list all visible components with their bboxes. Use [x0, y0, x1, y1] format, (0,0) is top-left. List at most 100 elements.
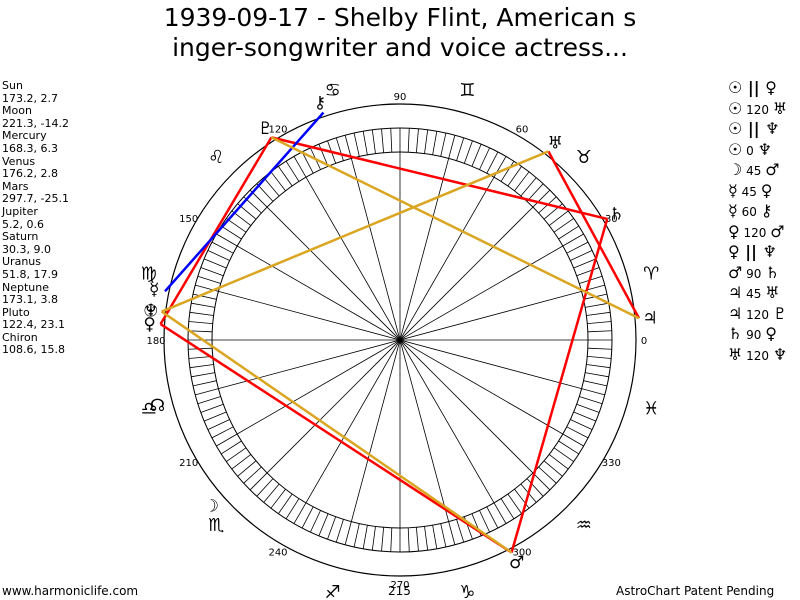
degree-tick [548, 210, 569, 226]
zodiac-sign-icon: ♊ [459, 80, 475, 101]
aspect-planet2-icon: ⚷ [760, 201, 773, 220]
degree-tick [424, 129, 429, 154]
aspect-line [161, 150, 549, 313]
degree-tick [231, 454, 252, 470]
aspect-line [510, 218, 609, 553]
degree-tick [188, 321, 213, 325]
planet-coords: 108.6, 15.8 [2, 343, 65, 357]
degree-tick [573, 258, 597, 269]
degree-tick [500, 498, 515, 520]
degree-tick [581, 388, 605, 396]
degree-tick [500, 160, 515, 182]
aspect-planet1-icon: ♄ [728, 324, 743, 343]
planet-name: Moon [2, 104, 32, 118]
aspect-planet1-icon: ♀ [728, 221, 740, 241]
degree-tick [507, 166, 522, 187]
degree-tick [192, 380, 217, 387]
degree-tick [318, 513, 329, 537]
aspect-type: 120 [742, 307, 773, 322]
aspect-row: ☉ 120 ♅ [728, 99, 787, 120]
aspect-planet1-icon: ♀ [728, 242, 740, 261]
degree-tick [197, 396, 221, 405]
outer-circle [163, 103, 637, 577]
aspect-planet2-icon: ♇ [772, 303, 788, 323]
aspect-planet1-icon: ♃ [728, 283, 743, 302]
degree-tick [587, 355, 612, 359]
degree-tick [203, 258, 227, 269]
planet-name: Chiron [2, 330, 38, 344]
degree-tick [583, 380, 608, 387]
aspect-planet2-icon: ♀ [765, 78, 777, 97]
degree-tick [335, 519, 344, 543]
degree-tick [381, 128, 385, 153]
venus-icon: ♀ [143, 314, 155, 334]
degree-tick [576, 403, 600, 413]
planet-coords: 5.2, 0.6 [2, 217, 44, 231]
degree-label: 240 [268, 547, 287, 558]
degree-tick [353, 523, 360, 548]
chart-title-line2: inger-songwriter and voice actress... [172, 33, 628, 62]
zodiac-sign-icon: ♉ [576, 147, 592, 168]
degree-tick [415, 527, 419, 552]
degree-tick [371, 129, 376, 154]
degree-tick [407, 527, 410, 552]
planet-coords: 30.3, 9.0 [2, 242, 51, 256]
uranus-icon: ♅ [548, 134, 563, 154]
aspect-type: 60 [737, 205, 761, 219]
neptune-icon: ♆ [143, 301, 158, 321]
planet-coords: 297.7, -25.1 [2, 192, 69, 206]
zodiac-sign-icon: ♐ [325, 582, 341, 600]
degree-tick [514, 171, 530, 192]
degree-tick [256, 478, 274, 497]
degree-tick [197, 275, 221, 284]
degree-tick [285, 160, 300, 182]
planet-coords: 221.3, -14.2 [2, 116, 69, 130]
degree-tick [362, 131, 368, 155]
degree-tick [263, 177, 280, 197]
mercury-icon: ☿ [149, 280, 159, 300]
aspect-planet1-icon: ♅ [728, 344, 743, 364]
degree-tick [562, 233, 584, 247]
degree-tick [566, 426, 589, 439]
zodiac-sign-icon: ♎ [141, 398, 157, 419]
degree-label: 120 [268, 125, 287, 136]
aspect-type: || [739, 242, 763, 261]
degree-tick [471, 143, 482, 167]
degree-tick [310, 510, 321, 533]
degree-tick [344, 521, 352, 545]
degree-tick [553, 218, 574, 233]
chart-title-line1: 1939-09-17 - Shelby Flint, American s [163, 3, 637, 32]
aspect-planet1-icon: ☿ [728, 201, 738, 220]
degree-tick [293, 156, 307, 178]
aspect-type: 45 [742, 164, 766, 178]
aspect-planet1-icon: ☉ [728, 119, 743, 138]
degree-label: 90 [394, 92, 407, 103]
degree-tick [344, 135, 352, 159]
degree-tick [520, 177, 537, 197]
planet-coords: 176.2, 2.8 [2, 167, 58, 181]
degree-tick [226, 218, 247, 233]
degree-tick [587, 321, 612, 325]
degree-label: 0 [641, 336, 647, 347]
degree-tick [263, 483, 280, 503]
aspect-planet1-icon: ♂ [728, 262, 743, 282]
degree-tick [371, 526, 376, 551]
degree-label: 270 [390, 580, 409, 591]
degree-label: 30 [605, 214, 618, 225]
aspect-line [164, 111, 325, 293]
degree-tick [507, 493, 522, 514]
footer-website[interactable]: www.harmoniclife.com [2, 584, 139, 598]
planet-coords: 122.4, 23.1 [2, 318, 65, 332]
degree-tick [188, 330, 213, 333]
degree-tick [456, 137, 465, 161]
degree-tick [362, 525, 368, 549]
footer-center-label: 215 [388, 584, 411, 598]
degree-tick [390, 128, 393, 153]
aspect-line [271, 136, 608, 221]
degree-tick [526, 183, 544, 202]
degree-tick [548, 454, 569, 470]
aspect-planet2-icon: ♆ [772, 344, 788, 364]
planet-coords: 51.8, 17.9 [2, 267, 58, 281]
aspect-row: ☿ 45 ♀ [728, 181, 787, 202]
degree-label: 150 [179, 214, 198, 225]
